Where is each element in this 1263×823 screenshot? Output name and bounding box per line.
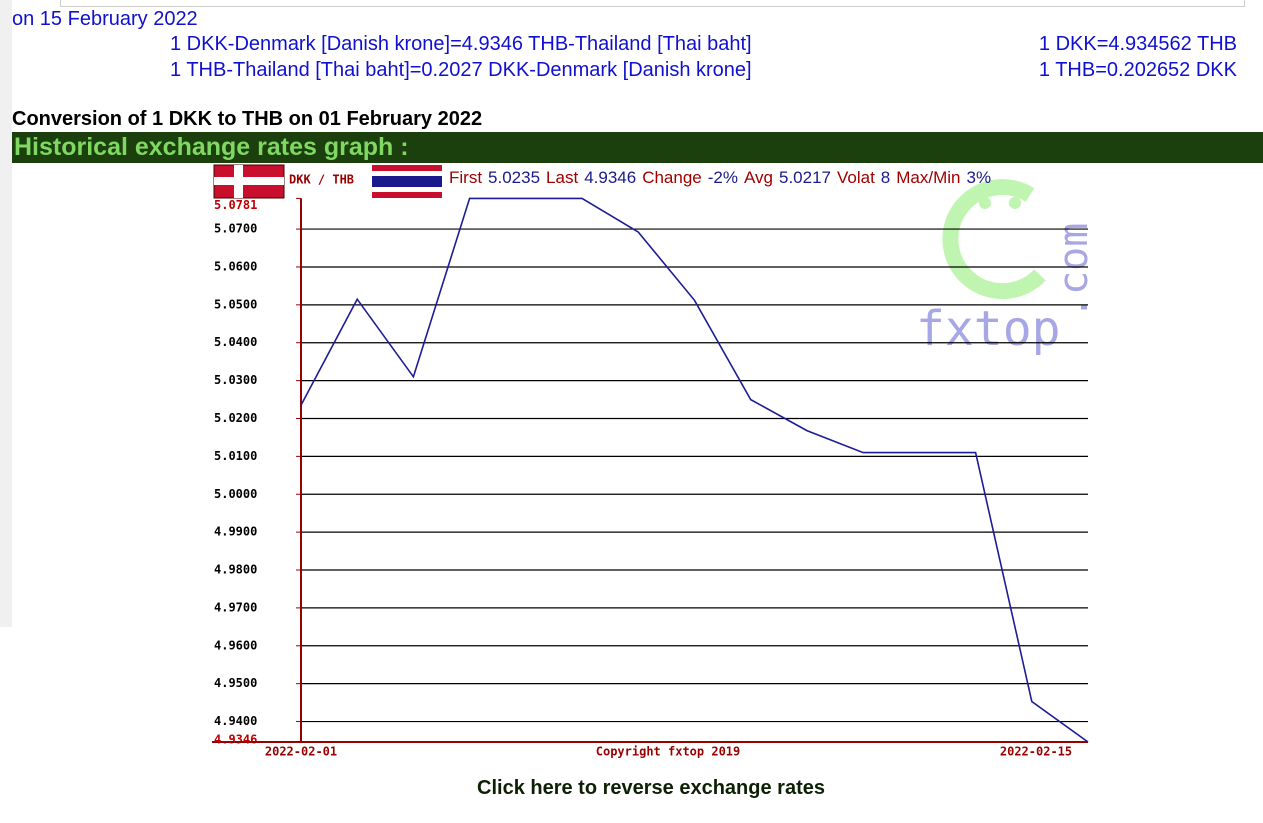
y-tick-label: 5.0100 bbox=[214, 449, 257, 463]
y-tick-label: 4.9346 bbox=[214, 733, 257, 747]
reverse-link[interactable]: Click here to reverse exchange rates bbox=[477, 777, 825, 799]
logo-suffix: .com bbox=[1051, 223, 1097, 319]
stat-label: Max/Min bbox=[896, 168, 961, 187]
y-tick-label: 5.0000 bbox=[214, 487, 257, 501]
rate-text: 1 DKK-Denmark [Danish krone]=4.9346 THB-… bbox=[170, 33, 752, 55]
copyright: Copyright fxtop 2019 bbox=[596, 745, 741, 759]
x-tick-label: 2022-02-01 bbox=[265, 745, 337, 759]
flag-cross bbox=[214, 177, 284, 185]
y-tick-label: 4.9400 bbox=[214, 714, 257, 728]
y-tick-label: 5.0781 bbox=[214, 198, 257, 212]
stat-value: 3% bbox=[966, 168, 992, 187]
stat-value: 5.0235 bbox=[488, 168, 541, 187]
section-title: Historical exchange rates graph : bbox=[14, 133, 409, 161]
y-tick-label: 5.0700 bbox=[214, 222, 257, 236]
y-tick-label: 4.9900 bbox=[214, 525, 257, 539]
flag-thailand bbox=[372, 165, 442, 198]
pair-label: DKK / THB bbox=[289, 173, 354, 187]
rate-text: 1 DKK=4.934562 THB bbox=[1038, 33, 1237, 55]
stat-value: -2% bbox=[707, 168, 738, 187]
x-tick-label: 2022-02-15 bbox=[1000, 745, 1072, 759]
side-strip bbox=[0, 0, 12, 627]
stat-label: Avg bbox=[743, 168, 773, 187]
y-tick-label: 4.9800 bbox=[214, 563, 257, 577]
stat-value: 8 bbox=[880, 168, 891, 187]
y-tick-label: 4.9500 bbox=[214, 676, 257, 690]
logo-name: fxtop bbox=[916, 301, 1061, 357]
flag-denmark bbox=[213, 164, 285, 199]
y-tick-label: 4.9700 bbox=[214, 600, 257, 614]
rate-text: 1 THB=0.202652 DKK bbox=[1038, 59, 1237, 81]
logo-eye bbox=[1009, 197, 1021, 209]
input-box bbox=[60, 0, 1245, 7]
rate-text: 1 THB-Thailand [Thai baht]=0.2027 DKK-De… bbox=[170, 59, 752, 81]
stat-label: Last bbox=[546, 168, 579, 187]
stat-label: Change bbox=[642, 168, 702, 187]
y-tick-label: 5.0200 bbox=[214, 411, 257, 425]
y-tick-label: 5.0600 bbox=[214, 259, 257, 273]
price-line bbox=[300, 197, 1089, 743]
y-tick-label: 4.9600 bbox=[214, 638, 257, 652]
logo-smile bbox=[942, 179, 1046, 300]
stats: First 5.0235 Last 4.9346 Change -2% Avg 5.0217 V… bbox=[449, 168, 997, 188]
conversion-title: Conversion of 1 DKK to THB on 01 Februar… bbox=[12, 108, 483, 130]
section-bar: Historical exchange rates graph : bbox=[12, 132, 1263, 163]
stat-value: 4.9346 bbox=[584, 168, 637, 187]
flag-stripe bbox=[372, 176, 442, 187]
stat-value: 5.0217 bbox=[778, 168, 831, 187]
y-tick-label: 5.0300 bbox=[214, 373, 257, 387]
date-line: on 15 February 2022 bbox=[12, 8, 198, 30]
stat-label: First bbox=[449, 168, 483, 187]
stat-label: Volat bbox=[836, 168, 875, 187]
y-tick-label: 5.0500 bbox=[214, 297, 257, 311]
logo-eye bbox=[979, 197, 991, 209]
y-tick-label: 5.0400 bbox=[214, 335, 257, 349]
